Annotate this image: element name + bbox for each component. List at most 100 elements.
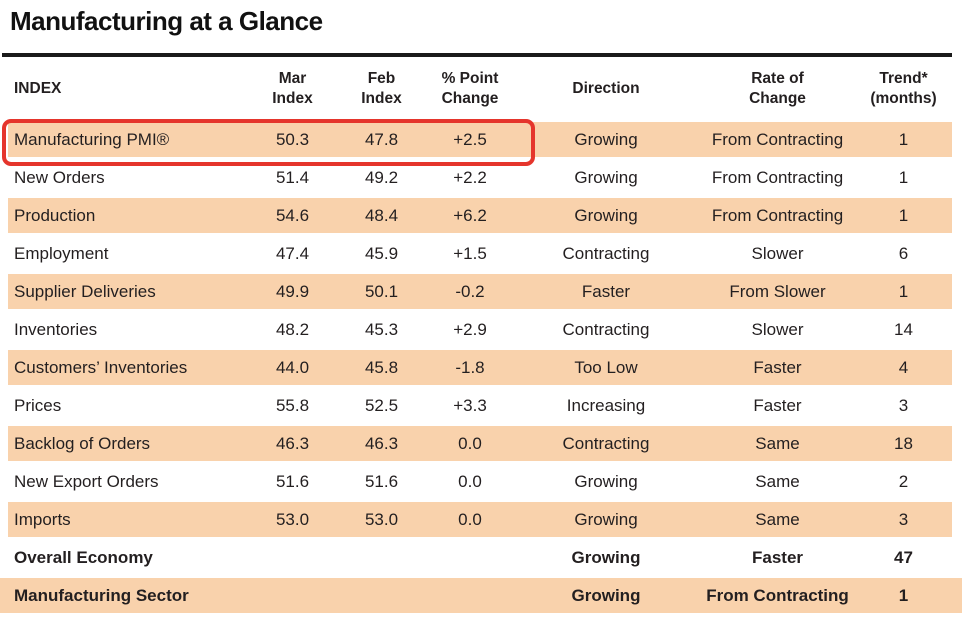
trend-months-value: 1 [898, 129, 909, 149]
trend-months-value: 18 [894, 433, 913, 453]
point-change-value: 0.0 [458, 471, 482, 491]
mar-index-value: 48.2 [275, 319, 310, 339]
table-row: Imports 53.0 53.0 0.0 Growing Same 3 [8, 502, 952, 540]
column-header-feb-index: Feb Index [361, 70, 402, 107]
mar-index-value: 49.9 [275, 281, 310, 301]
point-change-value: 0.0 [458, 433, 482, 453]
row-label: Overall Economy [14, 547, 153, 567]
row-label: Imports [14, 509, 71, 529]
direction-value: Growing [574, 471, 638, 491]
rate-of-change-value: From Contracting [711, 167, 844, 187]
mar-index-value: 54.6 [275, 205, 310, 225]
feb-index-value: 51.6 [364, 471, 399, 491]
row-label: Prices [14, 395, 62, 415]
table-row: Employment 47.4 45.9 +1.5 Contracting Sl… [8, 236, 952, 274]
feb-index-value: 53.0 [364, 509, 399, 529]
point-change-value: -1.8 [455, 357, 485, 377]
table-body: Manufacturing PMI® 50.3 47.8 +2.5 Growin… [0, 122, 962, 616]
table-row: Inventories 48.2 45.3 +2.9 Contracting S… [8, 312, 952, 350]
point-change-value: +2.9 [453, 319, 487, 339]
row-label: New Export Orders [14, 471, 159, 491]
rate-of-change-value: Same [755, 471, 800, 491]
point-change-value: +1.5 [453, 243, 487, 263]
rate-of-change-value: From Contracting [711, 129, 844, 149]
direction-value: Growing [574, 509, 638, 529]
page-title: Manufacturing at a Glance [10, 6, 323, 36]
mar-index-value: 51.4 [275, 167, 310, 187]
feb-index-value: 50.1 [364, 281, 399, 301]
direction-value: Contracting [562, 243, 650, 263]
mar-index-value: 50.3 [275, 129, 310, 149]
point-change-value: +2.2 [453, 167, 487, 187]
row-label: Manufacturing Sector [14, 585, 189, 605]
column-header-rate-of-change: Rate of Change [749, 70, 806, 107]
trend-months-value: 6 [898, 243, 909, 263]
rate-of-change-value: Same [755, 509, 800, 529]
rate-of-change-value: Same [755, 433, 800, 453]
table-row: Backlog of Orders 46.3 46.3 0.0 Contract… [8, 426, 952, 464]
rate-of-change-value: From Contracting [706, 585, 849, 605]
table-row: Customers’ Inventories 44.0 45.8 -1.8 To… [8, 350, 952, 388]
feb-index-value: 45.8 [364, 357, 399, 377]
rate-of-change-value: Faster [753, 395, 802, 415]
point-change-value: 0.0 [458, 509, 482, 529]
row-label: Customers’ Inventories [14, 357, 188, 377]
trend-months-value: 1 [898, 167, 909, 187]
feb-index-value: 48.4 [364, 205, 399, 225]
mar-index-value: 55.8 [275, 395, 310, 415]
direction-value: Increasing [566, 395, 646, 415]
mar-index-value: 51.6 [275, 471, 310, 491]
feb-index-value: 45.3 [364, 319, 399, 339]
row-label: New Orders [14, 167, 105, 187]
direction-value: Too Low [574, 357, 638, 377]
column-header-index: INDEX [14, 79, 62, 97]
direction-value: Growing [571, 547, 641, 567]
table-row: Prices 55.8 52.5 +3.3 Increasing Faster … [8, 388, 952, 426]
table-row: New Orders 51.4 49.2 +2.2 Growing From C… [8, 160, 952, 198]
rate-of-change-value: Slower [751, 243, 804, 263]
point-change-value: +3.3 [453, 395, 487, 415]
trend-months-value: 3 [898, 509, 909, 529]
rate-of-change-value: From Slower [729, 281, 826, 301]
direction-value: Contracting [562, 433, 650, 453]
row-label: Manufacturing PMI® [14, 129, 170, 149]
mar-index-value: 44.0 [275, 357, 310, 377]
trend-months-value: 2 [898, 471, 909, 491]
feb-index-value: 49.2 [364, 167, 399, 187]
trend-months-value: 14 [894, 319, 913, 339]
table-header-row: INDEX Mar Index Feb Index % Point Change… [8, 57, 952, 120]
trend-months-value: 3 [898, 395, 909, 415]
table-row: Production 54.6 48.4 +6.2 Growing From C… [8, 198, 952, 236]
trend-months-value: 47 [894, 547, 913, 567]
title-divider-rule [2, 53, 952, 57]
direction-value: Contracting [562, 319, 650, 339]
row-label: Supplier Deliveries [14, 281, 156, 301]
feb-index-value: 46.3 [364, 433, 399, 453]
mar-index-value: 47.4 [275, 243, 310, 263]
direction-value: Growing [574, 205, 638, 225]
direction-value: Growing [574, 167, 638, 187]
feb-index-value: 47.8 [364, 129, 399, 149]
point-change-value: +2.5 [453, 129, 487, 149]
trend-months-value: 1 [898, 205, 909, 225]
column-header-point-change: % Point Change [441, 70, 499, 107]
point-change-value: -0.2 [455, 281, 485, 301]
mar-index-value: 46.3 [275, 433, 310, 453]
feb-index-value: 52.5 [364, 395, 399, 415]
trend-months-value: 1 [898, 281, 909, 301]
table-row: Overall Economy Growing Faster 47 [8, 540, 952, 578]
table-row: Manufacturing PMI® 50.3 47.8 +2.5 Growin… [8, 122, 952, 160]
row-label: Employment [14, 243, 109, 263]
rate-of-change-value: Faster [753, 357, 802, 377]
table-row: Supplier Deliveries 49.9 50.1 -0.2 Faste… [8, 274, 952, 312]
column-header-mar-index: Mar Index [272, 70, 313, 107]
direction-value: Growing [574, 129, 638, 149]
direction-value: Growing [571, 585, 641, 605]
table-row: Manufacturing Sector Growing From Contra… [0, 578, 962, 616]
mar-index-value: 53.0 [275, 509, 310, 529]
column-header-direction: Direction [572, 79, 640, 97]
feb-index-value: 45.9 [364, 243, 399, 263]
rate-of-change-value: From Contracting [711, 205, 844, 225]
row-label: Production [14, 205, 96, 225]
